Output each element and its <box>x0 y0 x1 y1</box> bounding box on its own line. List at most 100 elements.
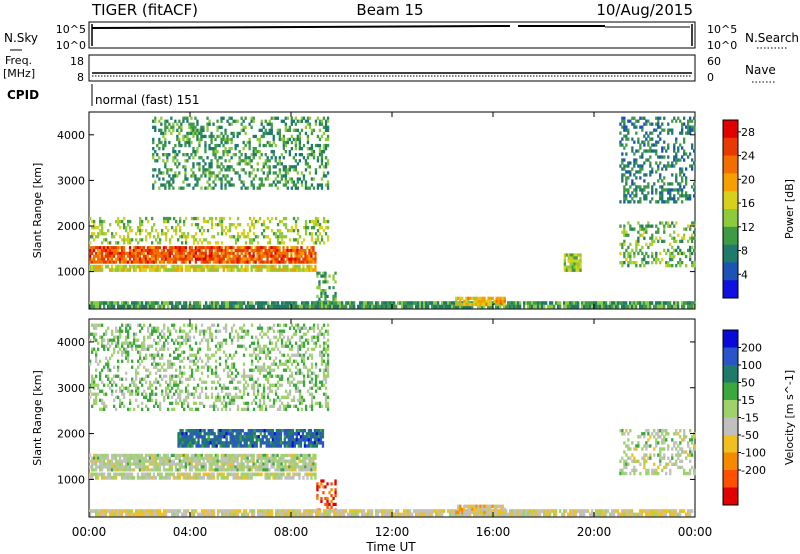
data-cell <box>170 465 173 469</box>
data-cell <box>313 301 316 305</box>
data-cell <box>639 116 642 120</box>
data-cell <box>122 472 126 477</box>
data-cell <box>196 226 200 230</box>
data-cell <box>114 268 118 272</box>
data-cell <box>294 128 297 132</box>
data-cell <box>154 476 158 480</box>
data-cell <box>207 429 210 433</box>
data-cell <box>164 183 167 187</box>
data-cell <box>162 260 166 264</box>
data-cell <box>182 456 185 460</box>
data-cell <box>236 162 239 166</box>
data-cell <box>194 472 197 477</box>
data-cell <box>623 146 626 150</box>
data-cell <box>238 131 241 136</box>
data-cell <box>272 465 275 469</box>
data-cell <box>318 119 322 123</box>
data-cell <box>316 286 319 290</box>
data-cell <box>273 301 276 305</box>
data-cell <box>208 147 211 151</box>
data-cell <box>607 304 610 309</box>
data-cell <box>108 254 112 258</box>
data-cell <box>305 435 309 439</box>
data-cell <box>673 164 676 168</box>
data-cell <box>623 224 626 228</box>
data-cell <box>118 472 122 477</box>
data-cell <box>210 462 213 466</box>
data-cell <box>162 456 166 460</box>
data-cell <box>241 429 244 433</box>
data-cell <box>254 264 257 269</box>
data-cell <box>318 137 322 142</box>
data-cell <box>222 468 225 472</box>
data-cell <box>324 119 328 123</box>
data-cell <box>316 143 320 148</box>
data-cell <box>99 223 102 227</box>
data-cell <box>304 131 308 136</box>
data-cell <box>304 226 308 230</box>
data-cell <box>225 435 228 439</box>
data-cell <box>152 453 156 457</box>
data-cell <box>169 401 172 405</box>
data-cell <box>169 359 172 363</box>
data-cell <box>182 134 185 139</box>
data-cell <box>291 301 294 305</box>
data-cell <box>97 260 100 264</box>
data-cell <box>497 299 500 303</box>
data-cell <box>316 156 320 160</box>
data-cell <box>294 116 297 120</box>
data-cell <box>266 235 270 239</box>
data-cell <box>214 468 217 472</box>
data-cell <box>153 338 156 342</box>
data-cell <box>286 171 289 175</box>
data-cell <box>143 335 146 339</box>
data-cell <box>158 459 162 463</box>
data-cell <box>178 268 181 272</box>
data-cell <box>310 264 313 269</box>
data-cell <box>220 232 224 236</box>
data-cell <box>178 476 181 480</box>
data-cell <box>257 429 260 433</box>
data-cell <box>200 264 203 269</box>
data-cell <box>324 294 327 298</box>
data-cell <box>164 186 167 190</box>
data-cell <box>291 441 294 445</box>
data-cell <box>651 254 654 259</box>
data-cell <box>210 257 213 261</box>
data-cell <box>617 301 620 305</box>
data-cell <box>212 122 215 126</box>
data-cell <box>244 186 247 190</box>
data-cell <box>93 468 96 472</box>
data-cell <box>282 472 285 477</box>
freq-label-bottom: [MHz] <box>3 67 35 80</box>
data-cell <box>218 156 221 160</box>
data-cell <box>191 438 194 442</box>
data-cell <box>300 268 303 272</box>
data-cell <box>319 432 323 436</box>
data-cell <box>170 472 173 477</box>
data-cell <box>181 441 184 445</box>
data-cell <box>234 249 237 253</box>
data-cell <box>194 459 197 463</box>
data-cell <box>97 226 100 230</box>
data-cell <box>170 453 173 457</box>
data-cell <box>268 119 271 123</box>
data-cell <box>154 268 158 272</box>
data-cell <box>206 219 210 224</box>
data-cell <box>308 456 311 460</box>
data-cell <box>653 182 656 186</box>
data-cell <box>204 251 207 255</box>
data-cell <box>190 462 193 466</box>
data-cell <box>363 301 366 305</box>
data-cell <box>551 304 554 309</box>
data-cell <box>262 468 265 472</box>
data-cell <box>288 238 292 242</box>
data-cell <box>657 179 660 183</box>
data-cell <box>103 219 106 224</box>
data-cell <box>284 168 287 172</box>
data-cell <box>257 438 260 442</box>
data-cell <box>621 264 624 268</box>
data-cell <box>184 377 188 381</box>
data-cell <box>170 116 173 120</box>
data-cell <box>151 398 154 402</box>
